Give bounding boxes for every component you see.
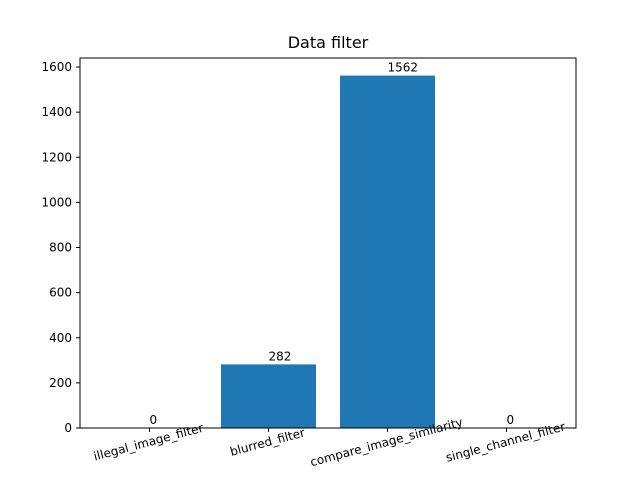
plot-area: 020040060080010001200140016000illegal_im… <box>41 60 566 469</box>
bar-value-label: 0 <box>150 413 158 427</box>
y-tick-label: 600 <box>49 286 72 300</box>
bar <box>340 75 435 428</box>
y-tick-label: 1000 <box>41 195 72 209</box>
bar-value-label: 0 <box>507 413 515 427</box>
x-tick-label: blurred_filter <box>229 425 307 458</box>
y-tick-label: 800 <box>49 241 72 255</box>
y-tick-label: 200 <box>49 376 72 390</box>
bar-value-label: 1562 <box>388 61 419 75</box>
chart-title: Data filter <box>288 33 369 52</box>
y-tick-label: 1400 <box>41 105 72 119</box>
y-tick-label: 1600 <box>41 60 72 74</box>
bar <box>221 364 316 428</box>
plot-frame <box>79 57 577 429</box>
y-tick-label: 0 <box>64 421 72 435</box>
y-tick-label: 1200 <box>41 150 72 164</box>
y-tick-label: 400 <box>49 331 72 345</box>
bar-value-label: 282 <box>269 349 292 363</box>
x-tick-label: illegal_image_filter <box>92 421 205 464</box>
